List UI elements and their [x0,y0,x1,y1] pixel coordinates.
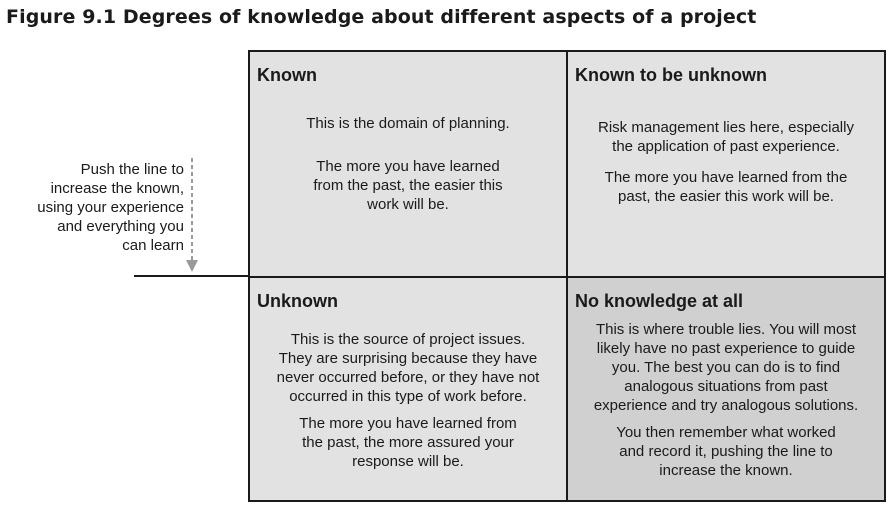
quadrant-known-body: This is the domain of planning. The more… [250,114,566,214]
quadrant-no-knowledge-text-2: You then remember what worked and record… [616,424,836,479]
dashed-down-arrow-icon [186,158,198,272]
quadrant-known-to-be-unknown: Known to be unknown Risk management lies… [568,52,884,276]
quadrant-no-knowledge-text-1: This is where trouble lies. You will mos… [593,321,859,414]
quadrant-unknown-body: This is the source of project issues. Th… [250,330,566,471]
quadrant-no-knowledge: No knowledge at all This is where troubl… [568,278,884,500]
quadrant-unknown-text-2: The more you have learned from the past,… [299,415,517,470]
quadrant-no-knowledge-title: No knowledge at all [575,291,744,311]
quadrant-known-text-2: The more you have learned from the past,… [313,158,503,213]
quadrant-known-to-be-unknown-text-1: Risk management lies here, especially th… [598,119,854,155]
figure-title: Figure 9.1 Degrees of knowledge about di… [6,6,757,28]
quadrant-no-knowledge-body: This is where trouble lies. You will mos… [568,320,884,480]
quadrant-known: Known This is the domain of planning. Th… [250,52,566,276]
quadrant-unknown-title: Unknown [257,291,338,311]
knowledge-line [134,275,250,277]
knowledge-matrix: Known This is the domain of planning. Th… [248,50,886,502]
quadrant-known-title: Known [257,65,317,85]
push-line-note: Push the line to increase the known, usi… [37,161,184,254]
quadrant-known-text-1: This is the domain of planning. [306,115,510,132]
quadrant-known-to-be-unknown-body: Risk management lies here, especially th… [568,118,884,206]
quadrant-known-to-be-unknown-title: Known to be unknown [575,65,767,85]
quadrant-known-to-be-unknown-text-2: The more you have learned from the past,… [604,169,848,205]
quadrant-unknown-text-1: This is the source of project issues. Th… [276,331,540,405]
quadrant-unknown: Unknown This is the source of project is… [250,278,566,500]
